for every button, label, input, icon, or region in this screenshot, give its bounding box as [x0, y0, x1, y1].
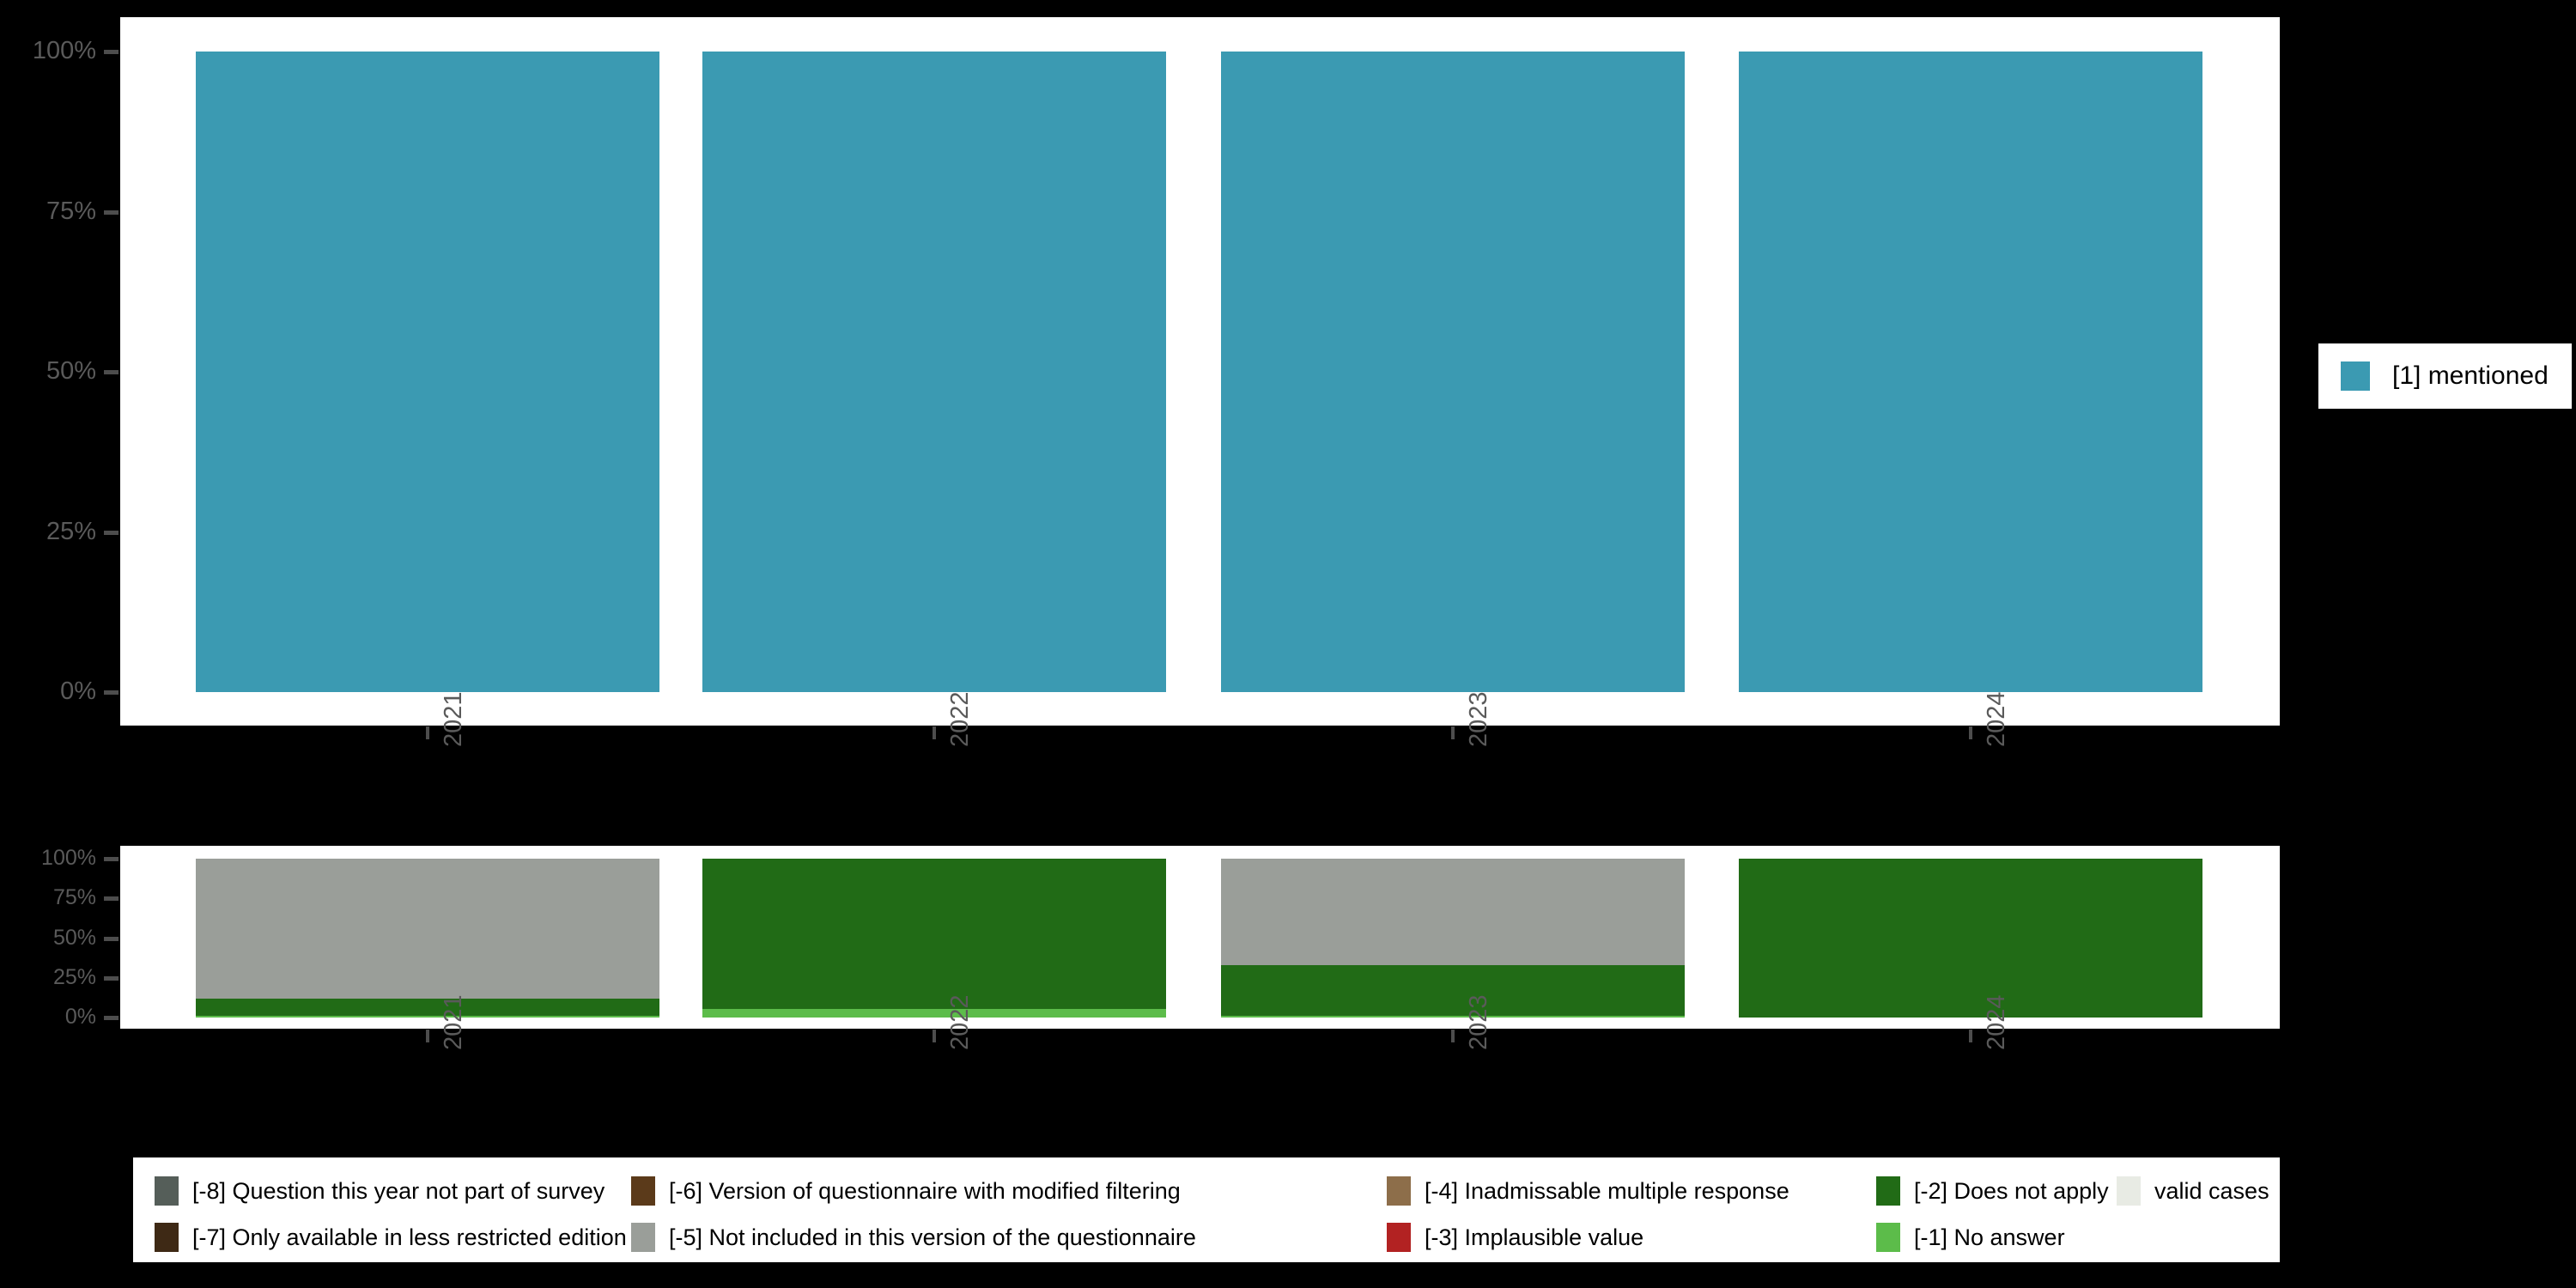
legend-item-label: [-8] Question this year not part of surv…	[192, 1177, 605, 1204]
legend-item-label: [-6] Version of questionnaire with modif…	[669, 1177, 1181, 1204]
top-x-tick-mark	[1969, 726, 1972, 739]
bottom-bar-2021[interactable]	[196, 859, 659, 1018]
bar-segment[interactable]	[702, 1008, 1166, 1018]
bottom-x-tick-mark	[426, 1030, 429, 1042]
bottom-x-tick-mark	[1969, 1030, 1972, 1042]
bottom-bar-2022[interactable]	[702, 859, 1166, 1018]
bottom-bar-2023[interactable]	[1221, 859, 1685, 1018]
top-y-tick-mark	[104, 210, 118, 215]
bar-segment[interactable]	[196, 859, 659, 999]
bottom-y-tick-label: 0%	[64, 1005, 96, 1029]
top-x-tick-label: 2022	[946, 691, 974, 747]
bottom-y-tick-mark	[104, 896, 118, 902]
top-y-tick-mark	[104, 530, 118, 535]
bottom-y-tick-mark	[104, 975, 118, 981]
top-y-tick-label: 25%	[46, 517, 96, 545]
bottom-y-tick-label: 25%	[52, 964, 96, 989]
legend-swatch-icon	[2117, 1176, 2141, 1206]
bottom-x-tick-mark	[933, 1030, 936, 1042]
top-bar-2021[interactable]	[196, 52, 659, 692]
top-y-tick-label: 0%	[60, 677, 96, 705]
bottom-y-tick-mark	[104, 857, 118, 861]
top-x-tick-mark	[1451, 726, 1455, 739]
legend-item: [-3] Implausible value	[1387, 1223, 1643, 1252]
top-bar-2023[interactable]	[1221, 52, 1685, 692]
legend-item: [-8] Question this year not part of surv…	[155, 1176, 605, 1206]
legend-item: [-6] Version of questionnaire with modif…	[631, 1176, 1181, 1206]
bottom-x-tick-label: 2024	[1983, 994, 2010, 1050]
bottom-bar-2024[interactable]	[1739, 859, 2202, 1018]
top-bar-2022[interactable]	[702, 52, 1166, 692]
legend-item-label: valid cases	[2154, 1177, 2269, 1204]
legend-swatch-icon	[1387, 1176, 1411, 1206]
top-x-tick-mark	[933, 726, 936, 739]
bottom-y-tick-label: 100%	[41, 846, 96, 870]
legend-item: valid cases	[2117, 1176, 2269, 1206]
bar-segment[interactable]	[1221, 859, 1685, 965]
bar-segment[interactable]	[1221, 52, 1685, 692]
legend-item-label: [-1] No answer	[1914, 1224, 2065, 1250]
bottom-y-tick-mark	[104, 1016, 118, 1020]
legend-item: [-5] Not included in this version of the…	[631, 1223, 1196, 1252]
legend-swatch-icon	[631, 1176, 655, 1206]
legend-item-label: [1] mentioned	[2392, 361, 2549, 390]
bottom-y-tick-mark	[104, 936, 118, 941]
bottom-chart-legend: [-8] Question this year not part of surv…	[133, 1157, 2280, 1262]
legend-item: [-4] Inadmissable multiple response	[1387, 1176, 1789, 1206]
top-y-tick-mark	[104, 50, 118, 54]
bar-segment[interactable]	[702, 859, 1166, 1009]
legend-item: [-7] Only available in less restricted e…	[155, 1223, 627, 1252]
top-y-tick-label: 100%	[32, 37, 96, 64]
legend-item-label: [-7] Only available in less restricted e…	[192, 1224, 627, 1250]
bottom-y-tick-label: 50%	[52, 925, 96, 950]
bottom-x-tick-label: 2023	[1465, 994, 1492, 1050]
bar-segment[interactable]	[1739, 52, 2202, 692]
legend-item-label: [-3] Implausible value	[1425, 1224, 1644, 1250]
bar-segment[interactable]	[1221, 1016, 1685, 1018]
bottom-x-tick-label: 2022	[946, 994, 974, 1050]
top-chart-legend: [1] mentioned	[2318, 343, 2572, 409]
legend-item-label: [-2] Does not apply	[1914, 1177, 2109, 1204]
legend-item: [-1] No answer	[1876, 1223, 2065, 1252]
legend-item: [-2] Does not apply	[1876, 1176, 2109, 1206]
bottom-x-tick-mark	[1451, 1030, 1455, 1042]
bar-segment[interactable]	[1739, 859, 2202, 1018]
legend-swatch-icon	[2341, 361, 2370, 391]
legend-swatch-icon	[155, 1223, 179, 1252]
top-x-tick-mark	[426, 726, 429, 739]
top-y-tick-label: 50%	[46, 357, 96, 385]
top-bar-2024[interactable]	[1739, 52, 2202, 692]
top-x-tick-label: 2023	[1465, 691, 1492, 747]
bar-segment[interactable]	[196, 998, 659, 1017]
bottom-x-tick-label: 2021	[440, 994, 467, 1050]
bar-segment[interactable]	[196, 52, 659, 692]
legend-swatch-icon	[1876, 1223, 1900, 1252]
top-y-tick-mark	[104, 690, 118, 695]
bar-segment[interactable]	[1221, 964, 1685, 1017]
bottom-y-tick-label: 75%	[52, 885, 96, 910]
legend-swatch-icon	[1876, 1176, 1900, 1206]
top-x-tick-label: 2021	[440, 691, 467, 747]
top-x-tick-label: 2024	[1983, 691, 2010, 747]
top-y-tick-mark	[104, 370, 118, 374]
top-y-tick-label: 75%	[46, 197, 96, 225]
legend-swatch-icon	[631, 1223, 655, 1252]
legend-swatch-icon	[1387, 1223, 1411, 1252]
legend-item-label: [-5] Not included in this version of the…	[669, 1224, 1196, 1250]
bar-segment[interactable]	[702, 52, 1166, 692]
legend-swatch-icon	[155, 1176, 179, 1206]
bar-segment[interactable]	[196, 1016, 659, 1018]
legend-item-label: [-4] Inadmissable multiple response	[1425, 1177, 1789, 1204]
